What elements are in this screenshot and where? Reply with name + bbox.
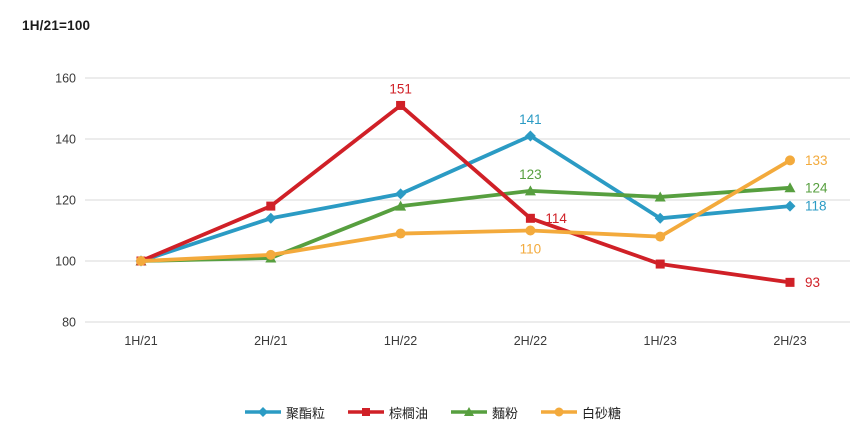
point-label: 141 — [519, 112, 542, 127]
series-marker-flour — [395, 200, 407, 211]
series-marker-polyester-chips — [524, 130, 536, 142]
series-line-polyester-chips — [139, 134, 792, 263]
series-marker-polyester-chips — [395, 188, 407, 200]
x-tick-label: 1H/23 — [644, 334, 677, 348]
chart-legend: 聚酯粒 棕櫚油 麵粉 白砂糖 — [0, 400, 865, 424]
point-label: 133 — [805, 153, 828, 168]
x-tick-label: 2H/23 — [773, 334, 806, 348]
legend-swatch-diamond-icon — [244, 407, 281, 417]
legend-label: 白砂糖 — [582, 405, 622, 421]
line-chart: 80 100 120 140 160 1H/21 2H/21 1H/22 2H/22 1H/23 2… — [55, 72, 850, 348]
series-line-flour — [139, 185, 792, 263]
point-label: 114 — [545, 211, 567, 226]
series-marker-white-sugar — [265, 249, 276, 260]
series-marker-polyester-chips — [784, 200, 796, 212]
series-marker-palm-oil — [266, 201, 276, 211]
series-marker-palm-oil — [785, 277, 795, 287]
legend-label: 棕櫚油 — [388, 405, 428, 421]
series-marker-palm-oil — [396, 100, 406, 110]
series-marker-polyester-chips — [265, 212, 277, 224]
x-tick-label: 2H/22 — [514, 334, 547, 348]
series-marker-palm-oil — [655, 259, 665, 269]
series-marker-white-sugar — [525, 225, 536, 236]
series-marker-flour — [654, 191, 666, 202]
legend-swatch-circle-icon — [541, 407, 578, 417]
legend-item-polyester-chips: 聚酯粒 — [244, 403, 325, 422]
x-tick-label: 2H/21 — [254, 334, 287, 348]
series-marker-flour — [524, 185, 536, 196]
legend-swatch-triangle-icon — [451, 407, 487, 416]
y-tick-label: 100 — [55, 255, 76, 269]
y-tick-label: 160 — [55, 72, 76, 86]
legend-label: 麵粉 — [492, 405, 519, 421]
series-line-palm-oil — [139, 103, 792, 285]
legend-item-flour: 麵粉 — [450, 403, 518, 422]
series-marker-white-sugar — [655, 231, 666, 242]
x-tick-label: 1H/21 — [124, 334, 157, 348]
legend-item-palm-oil: 棕櫚油 — [347, 403, 428, 422]
y-tick-label: 80 — [62, 316, 76, 330]
series-line-white-sugar — [139, 158, 792, 263]
y-tick-label: 140 — [55, 133, 76, 147]
series-marker-polyester-chips — [654, 212, 666, 224]
axis-note: 1H/21=100 — [22, 18, 91, 33]
y-tick-label: 120 — [55, 194, 76, 208]
series-marker-palm-oil — [525, 213, 535, 223]
point-label: 124 — [805, 180, 828, 195]
legend-swatch-square-icon — [347, 408, 384, 416]
point-label: 93 — [805, 275, 820, 290]
x-tick-label: 1H/22 — [384, 334, 417, 348]
point-label: 123 — [519, 167, 542, 182]
series-marker-white-sugar — [395, 228, 406, 239]
legend-item-white-sugar: 白砂糖 — [540, 403, 621, 422]
point-label: 118 — [805, 199, 827, 214]
series-marker-white-sugar — [136, 256, 146, 266]
point-label: 110 — [520, 242, 542, 257]
point-label: 151 — [389, 81, 412, 96]
legend-label: 聚酯粒 — [285, 405, 325, 421]
series-marker-flour — [784, 182, 796, 193]
series-marker-white-sugar — [785, 155, 795, 166]
